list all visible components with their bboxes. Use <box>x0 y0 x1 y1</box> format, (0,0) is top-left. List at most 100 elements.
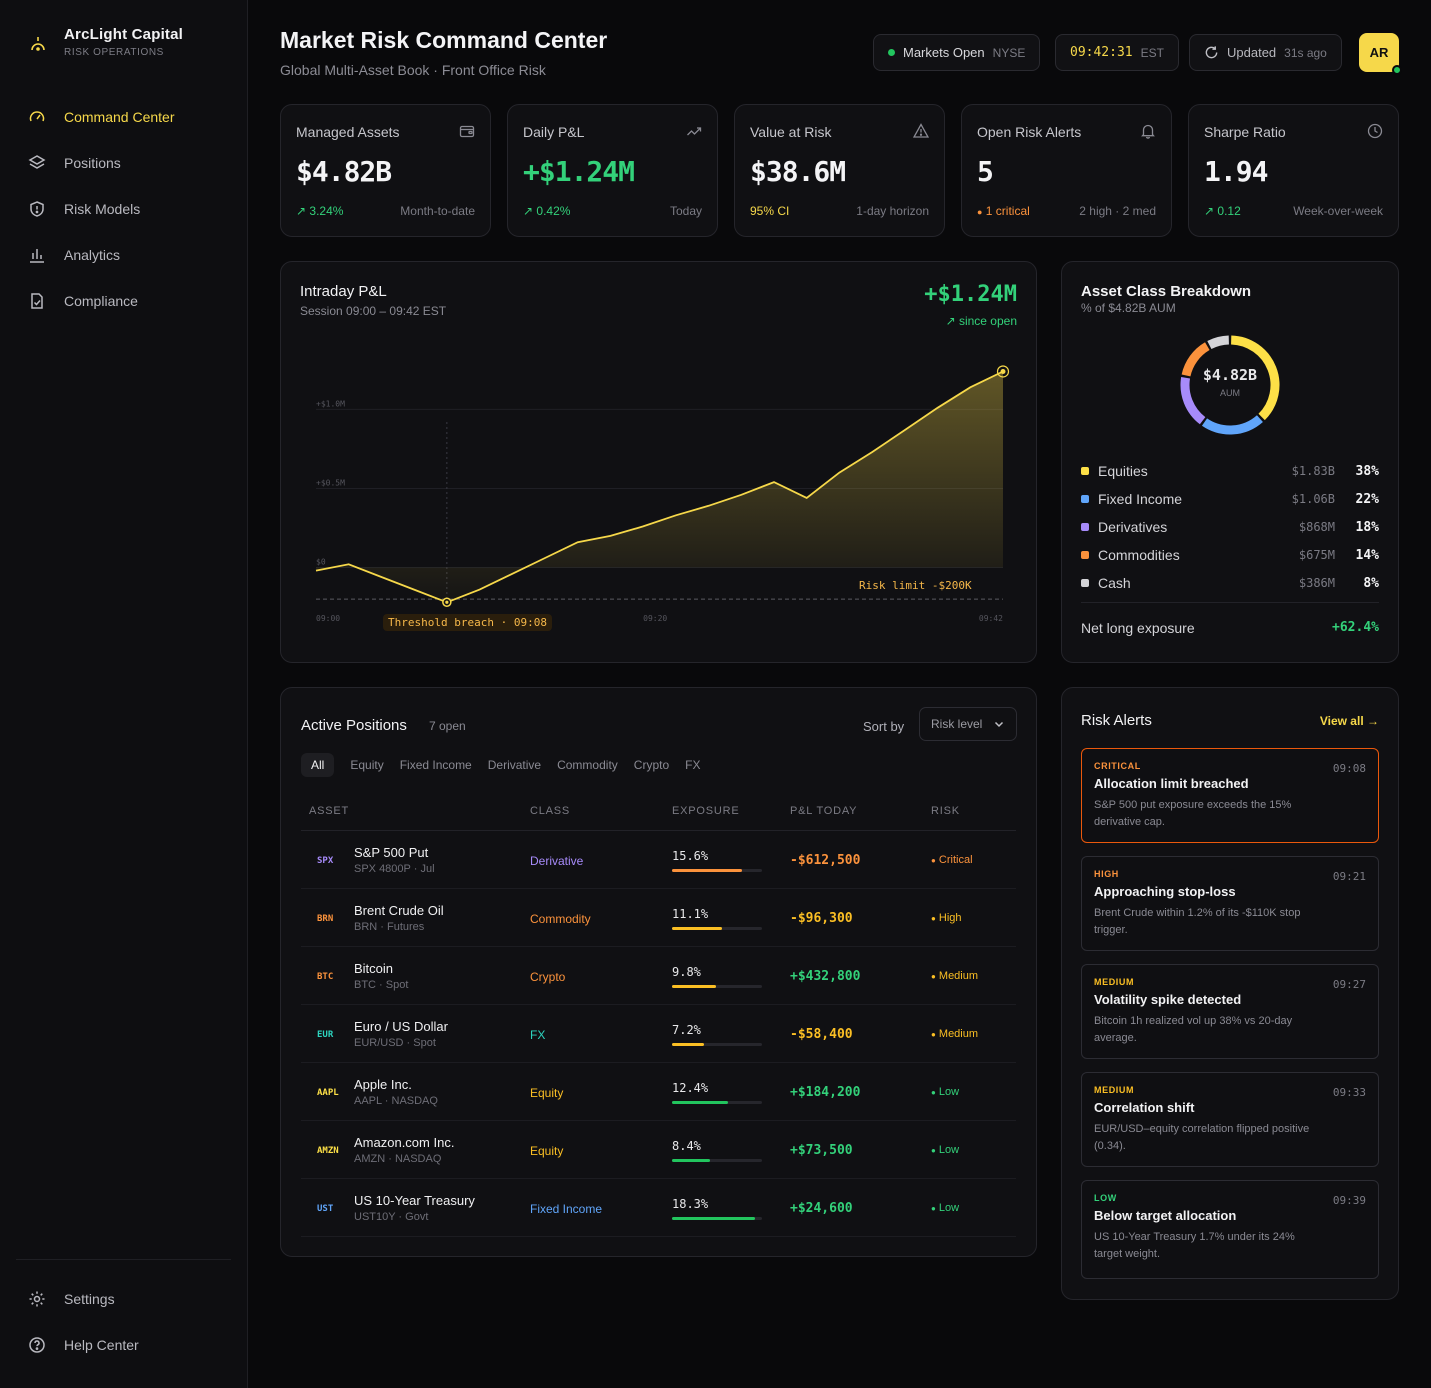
filter-derivative[interactable]: Derivative <box>487 758 542 772</box>
filter-fx[interactable]: FX <box>685 758 701 772</box>
legend-item[interactable]: Equities $1.83B 38% <box>1081 461 1379 481</box>
data-point <box>708 505 710 507</box>
table-row[interactable]: BTC Bitcoin BTC · Spot Crypto 9.8% +$432,800 ●… <box>301 947 1016 1005</box>
legend-label: Commodities <box>1098 547 1180 563</box>
kpi-value: +$1.24M <box>523 155 635 188</box>
alert-time: 09:33 <box>1332 1086 1366 1099</box>
kpi-note: Today <box>669 204 702 218</box>
filter-fixed-income[interactable]: Fixed Income <box>399 758 472 772</box>
risk-badge: ● High <box>931 912 962 924</box>
table-row[interactable]: UST US 10-Year Treasury UST10Y · Govt Fixed… <box>301 1179 1016 1237</box>
sort-select[interactable]: Risk level <box>919 707 1017 741</box>
file-check-icon <box>31 293 43 309</box>
nav-item-label: Settings <box>64 1291 115 1307</box>
exposure-bar-fill <box>672 1217 755 1220</box>
kpi-note: Month-to-date <box>400 204 475 218</box>
alert-item[interactable]: MEDIUM 09:27 Volatility spike detected Bitc… <box>1081 964 1379 1059</box>
brand-sub: RISK OPERATIONS <box>64 47 164 58</box>
alert-desc: EUR/USD–equity correlation flipped posit… <box>1094 1123 1310 1152</box>
donut-slice[interactable] <box>1201 415 1263 435</box>
kpi-card-managed-assets[interactable]: Managed Assets $4.82B ↗ 3.24% Month-to-d… <box>280 104 491 237</box>
kpi-card-sharpe-ratio[interactable]: Sharpe Ratio 1.94 ↗ 0.12 Week-over-week <box>1188 104 1399 237</box>
col-risk[interactable]: RISK <box>931 805 960 817</box>
nav-item-risk-models[interactable]: Risk Models <box>28 186 228 232</box>
view-all-link[interactable]: View all → <box>1320 714 1379 728</box>
table-row[interactable]: EUR Euro / US Dollar EUR/USD · Spot FX 7.2% -… <box>301 1005 1016 1063</box>
asset-sub: AAPL · NASDAQ <box>354 1095 438 1107</box>
risk-badge: ● Low <box>931 1144 960 1156</box>
alert-item[interactable]: CRITICAL 09:08 Allocation limit breached S&… <box>1081 748 1379 843</box>
col-asset[interactable]: ASSET <box>309 805 350 817</box>
data-point <box>740 494 742 496</box>
alert-item[interactable]: MEDIUM 09:33 Correlation shift EUR/USD–equi… <box>1081 1072 1379 1167</box>
kpi-card-open-risk-alerts[interactable]: Open Risk Alerts 5 ● 1 critical 2 high ·… <box>961 104 1172 237</box>
exchange-label: NYSE <box>992 45 1026 60</box>
market-status-pill[interactable]: Markets Open NYSE <box>873 34 1041 71</box>
gauge-icon <box>29 111 45 122</box>
legend-item[interactable]: Derivatives $868M 18% <box>1081 517 1379 537</box>
risk-label: Medium <box>938 970 979 982</box>
legend-amount: $675M <box>1298 548 1335 562</box>
filter-commodity[interactable]: Commodity <box>557 758 618 772</box>
col-pnl[interactable]: P&L TODAY <box>790 805 858 817</box>
risk-badge: ● Low <box>931 1202 960 1214</box>
filter-all[interactable]: All <box>301 753 335 777</box>
table-row[interactable]: SPX S&P 500 Put SPX 4800P · Jul Derivative 1… <box>301 831 1016 889</box>
data-point <box>381 576 383 578</box>
data-point <box>479 589 481 591</box>
nav-item-compliance[interactable]: Compliance <box>28 278 228 324</box>
kpi-value: $4.82B <box>296 155 392 188</box>
last-point-ring <box>996 365 1010 378</box>
data-point <box>642 526 644 528</box>
kpi-card-value-at-risk[interactable]: Value at Risk $38.6M 95% CI 1-day horizo… <box>734 104 945 237</box>
col-class[interactable]: CLASS <box>530 805 571 817</box>
arrow-up-right-icon: ↗ <box>296 204 307 218</box>
table-row[interactable]: BRN Brent Crude Oil BRN · Futures Commodity… <box>301 889 1016 947</box>
kpi-card-daily-pnl[interactable]: Daily P&L +$1.24M ↗ 0.42% Today <box>507 104 718 237</box>
col-exposure[interactable]: EXPOSURE <box>672 805 740 817</box>
nav-item-positions[interactable]: Positions <box>28 140 228 186</box>
legend-label: Equities <box>1098 463 1148 479</box>
nav-item-label: Analytics <box>64 247 121 263</box>
status-dot-icon <box>888 49 895 56</box>
alert-level: MEDIUM <box>1094 1085 1135 1095</box>
legend-swatch <box>1081 495 1089 503</box>
exposure-bar <box>672 1159 762 1162</box>
updated-ago: 31s ago <box>1284 45 1327 60</box>
kpi-note: 1-day horizon <box>856 204 929 218</box>
data-point <box>315 570 317 572</box>
kpi-value: 5 <box>977 155 994 188</box>
nav-item-analytics[interactable]: Analytics <box>28 232 228 278</box>
kpi-delta-value: 0.12 <box>1217 204 1241 218</box>
nav-item-command-center[interactable]: Command Center <box>28 94 228 140</box>
refresh-pill[interactable]: Updated 31s ago <box>1189 34 1342 71</box>
kpi-value: 1.94 <box>1204 155 1268 188</box>
data-point <box>904 429 906 431</box>
brand-name: ArcLight Capital <box>64 26 184 43</box>
donut-slice[interactable] <box>1207 335 1230 350</box>
legend-item[interactable]: Fixed Income $1.06B 22% <box>1081 489 1379 509</box>
donut-slice[interactable] <box>1230 335 1280 421</box>
exposure-bar <box>672 1101 762 1104</box>
positions-title: Active Positions <box>301 717 407 734</box>
filter-equity[interactable]: Equity <box>350 758 384 772</box>
user-avatar[interactable]: AR <box>1359 33 1402 75</box>
donut-slice[interactable] <box>1180 377 1206 425</box>
donut-slice[interactable] <box>1181 342 1210 377</box>
alert-item[interactable]: LOW 09:39 Below target allocation US 10-Yea… <box>1081 1180 1379 1279</box>
nav-item-label: Command Center <box>64 109 175 125</box>
alert-item[interactable]: HIGH 09:21 Approaching stop-loss Brent Crud… <box>1081 856 1379 951</box>
legend-item[interactable]: Cash $386M 8% <box>1081 573 1379 593</box>
nav-item-settings[interactable]: Settings <box>28 1276 228 1322</box>
table-row[interactable]: AMZN Amazon.com Inc. AMZN · NASDAQ Equity 8.… <box>301 1121 1016 1179</box>
legend-item[interactable]: Commodities $675M 14% <box>1081 545 1379 565</box>
table-row[interactable]: AAPL Apple Inc. AAPL · NASDAQ Equity 12.4% +$… <box>301 1063 1016 1121</box>
position-filters: All Equity Fixed Income Derivative Commo… <box>301 753 700 777</box>
legend-label: Fixed Income <box>1098 491 1183 507</box>
x-tick-label: 09:00 <box>316 614 340 623</box>
filter-crypto[interactable]: Crypto <box>633 758 670 772</box>
nav-item-help-center[interactable]: Help Center <box>28 1322 228 1368</box>
brand[interactable]: ArcLight Capital RISK OPERATIONS <box>28 26 183 58</box>
asset-name: US 10-Year Treasury <box>354 1193 475 1208</box>
last-point[interactable] <box>1000 368 1006 374</box>
